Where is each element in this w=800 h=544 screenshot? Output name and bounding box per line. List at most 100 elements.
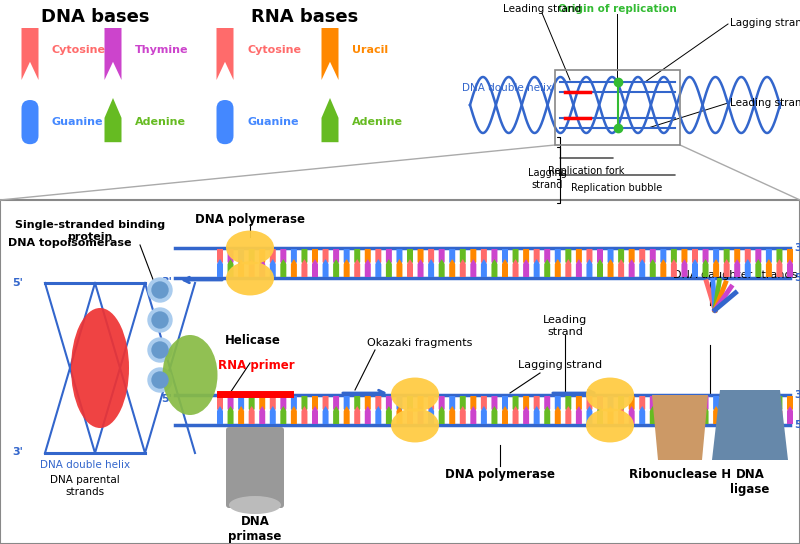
Polygon shape	[354, 406, 360, 424]
Text: Leading strand: Leading strand	[503, 4, 581, 14]
Polygon shape	[787, 406, 793, 424]
Ellipse shape	[229, 496, 281, 514]
Text: Lagging strand: Lagging strand	[518, 360, 602, 370]
Polygon shape	[354, 259, 360, 277]
Polygon shape	[724, 249, 730, 267]
Polygon shape	[322, 28, 338, 80]
Text: Guanine: Guanine	[247, 117, 298, 127]
Text: 3': 3'	[12, 447, 23, 457]
Polygon shape	[712, 390, 788, 460]
Text: 3': 3'	[794, 390, 800, 400]
Polygon shape	[576, 259, 582, 277]
Polygon shape	[22, 28, 38, 80]
Polygon shape	[354, 249, 360, 267]
Polygon shape	[397, 249, 402, 267]
Polygon shape	[105, 28, 122, 80]
Polygon shape	[554, 249, 561, 267]
Polygon shape	[105, 98, 122, 142]
Polygon shape	[238, 396, 244, 414]
Polygon shape	[597, 406, 603, 424]
Text: DNA bases: DNA bases	[41, 8, 150, 26]
Polygon shape	[302, 396, 307, 414]
Polygon shape	[513, 406, 518, 424]
Polygon shape	[607, 259, 614, 277]
Polygon shape	[777, 406, 782, 424]
Text: Cytosine: Cytosine	[52, 45, 106, 55]
Polygon shape	[566, 249, 571, 267]
Polygon shape	[629, 249, 634, 267]
Ellipse shape	[586, 409, 634, 442]
Polygon shape	[534, 396, 540, 414]
Polygon shape	[460, 249, 466, 267]
Text: RNA primer: RNA primer	[218, 358, 294, 372]
Polygon shape	[660, 249, 666, 267]
FancyBboxPatch shape	[217, 100, 234, 144]
Polygon shape	[322, 98, 338, 142]
Text: Single-stranded binding
protein: Single-stranded binding protein	[15, 220, 165, 242]
Polygon shape	[777, 249, 782, 267]
Polygon shape	[481, 259, 487, 277]
Polygon shape	[607, 249, 614, 267]
Polygon shape	[450, 259, 455, 277]
Polygon shape	[755, 259, 762, 277]
Circle shape	[152, 312, 168, 328]
Polygon shape	[270, 406, 276, 424]
Polygon shape	[724, 396, 730, 414]
Polygon shape	[217, 396, 223, 414]
Polygon shape	[312, 406, 318, 424]
Polygon shape	[777, 259, 782, 277]
Polygon shape	[650, 406, 656, 424]
Polygon shape	[513, 249, 518, 267]
Polygon shape	[607, 406, 614, 424]
Polygon shape	[227, 406, 234, 424]
Polygon shape	[682, 396, 687, 414]
Polygon shape	[270, 259, 276, 277]
Polygon shape	[734, 259, 740, 277]
Polygon shape	[554, 396, 561, 414]
Ellipse shape	[226, 261, 274, 295]
Polygon shape	[618, 259, 624, 277]
Text: Adenine: Adenine	[352, 117, 403, 127]
Polygon shape	[227, 396, 234, 414]
Polygon shape	[755, 249, 762, 267]
Polygon shape	[375, 396, 382, 414]
Polygon shape	[713, 259, 719, 277]
Polygon shape	[639, 406, 646, 424]
Polygon shape	[682, 406, 687, 424]
Polygon shape	[438, 396, 445, 414]
Polygon shape	[713, 249, 719, 267]
Polygon shape	[438, 249, 445, 267]
Polygon shape	[365, 249, 370, 267]
Polygon shape	[344, 406, 350, 424]
Polygon shape	[217, 28, 234, 80]
Text: Helicase: Helicase	[225, 333, 281, 347]
Polygon shape	[333, 396, 339, 414]
Polygon shape	[291, 406, 297, 424]
Polygon shape	[702, 259, 709, 277]
Polygon shape	[586, 259, 593, 277]
Bar	[555, 70, 680, 145]
Polygon shape	[375, 249, 382, 267]
Text: DNA polymerase: DNA polymerase	[445, 468, 555, 481]
Polygon shape	[238, 406, 244, 424]
Polygon shape	[354, 396, 360, 414]
Text: Leading strand: Leading strand	[730, 98, 800, 108]
Text: DNA
ligase: DNA ligase	[730, 468, 770, 496]
Ellipse shape	[586, 378, 634, 412]
Polygon shape	[407, 259, 413, 277]
Polygon shape	[438, 406, 445, 424]
Polygon shape	[428, 249, 434, 267]
Polygon shape	[660, 259, 666, 277]
Circle shape	[148, 308, 172, 332]
Text: Lagging strand: Lagging strand	[730, 18, 800, 28]
Polygon shape	[280, 396, 286, 414]
Text: 5': 5'	[794, 420, 800, 430]
Text: Replication fork: Replication fork	[548, 166, 624, 176]
Polygon shape	[639, 259, 646, 277]
Polygon shape	[386, 249, 392, 267]
Text: Ribonuclease H: Ribonuclease H	[629, 468, 731, 481]
Text: 3': 3'	[794, 243, 800, 253]
Polygon shape	[312, 259, 318, 277]
Text: DNA polymerase: DNA polymerase	[195, 213, 305, 226]
Polygon shape	[365, 406, 370, 424]
